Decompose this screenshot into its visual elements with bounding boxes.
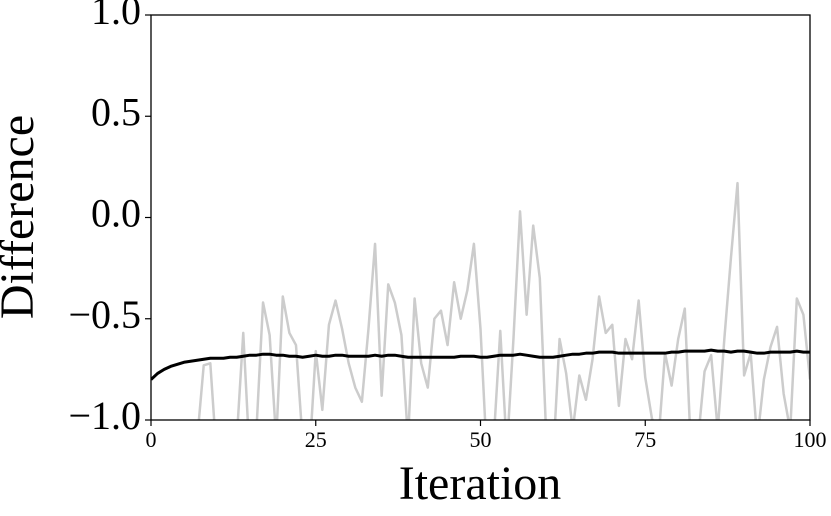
plot-area	[151, 181, 810, 420]
x-axis-label: Iteration	[399, 457, 562, 510]
x-tick-label: 25	[305, 427, 327, 452]
y-tick-label: −1.0	[68, 393, 141, 438]
x-tick-label: 75	[634, 427, 656, 452]
y-tick-label: 1.0	[91, 0, 141, 33]
data-line	[151, 348, 810, 381]
y-tick-label: 0.5	[91, 89, 141, 134]
y-tick-label: −0.5	[68, 292, 141, 337]
y-tick-label: 0.0	[91, 191, 141, 236]
y-axis-label: Difference	[0, 115, 44, 319]
x-tick-label: 100	[794, 427, 827, 452]
data-line	[197, 181, 810, 420]
x-tick-label: 0	[146, 427, 157, 452]
x-tick-label: 50	[470, 427, 492, 452]
